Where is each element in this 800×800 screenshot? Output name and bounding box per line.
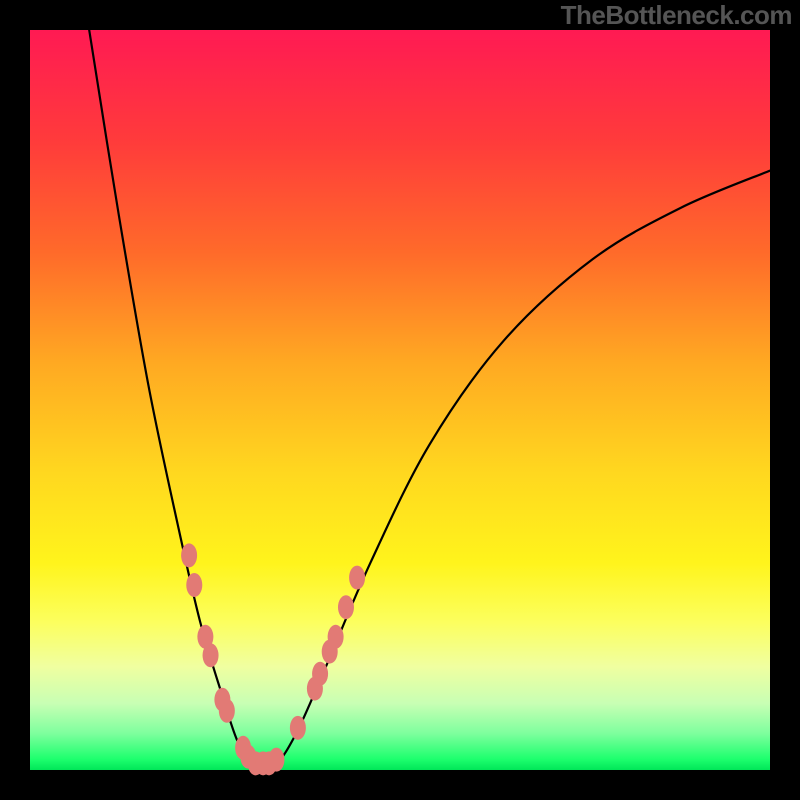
data-marker bbox=[338, 595, 354, 619]
data-marker bbox=[328, 625, 344, 649]
watermark-text: TheBottleneck.com bbox=[561, 0, 792, 31]
data-marker bbox=[349, 566, 365, 590]
bottleneck-chart bbox=[0, 0, 800, 800]
data-marker bbox=[186, 573, 202, 597]
data-marker bbox=[268, 748, 284, 772]
data-marker bbox=[219, 699, 235, 723]
data-marker bbox=[181, 543, 197, 567]
data-marker bbox=[290, 716, 306, 740]
data-marker bbox=[203, 643, 219, 667]
plot-area bbox=[30, 30, 770, 770]
data-marker bbox=[312, 662, 328, 686]
chart-container: TheBottleneck.com bbox=[0, 0, 800, 800]
